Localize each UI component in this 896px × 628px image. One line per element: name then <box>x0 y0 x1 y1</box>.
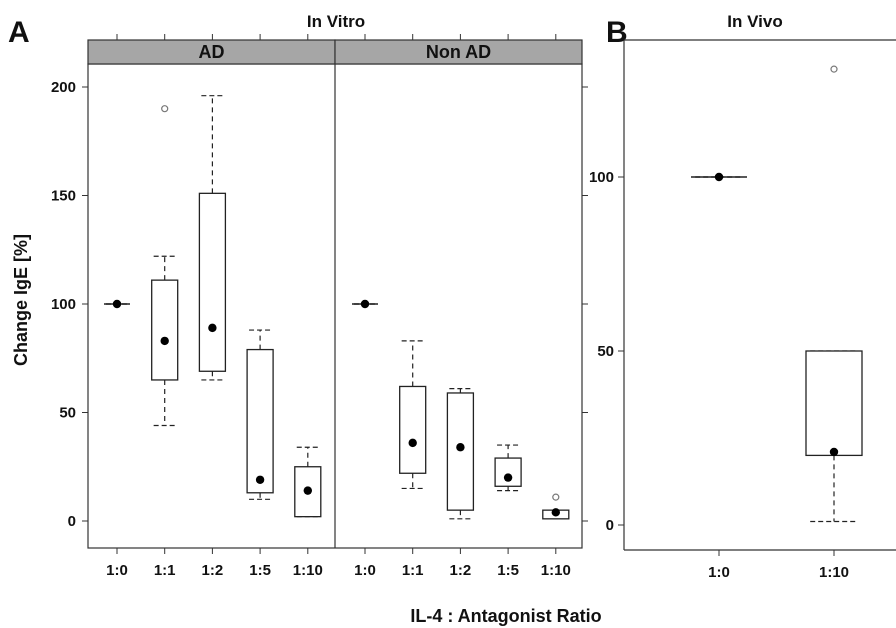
y-tick-label: 200 <box>51 79 76 96</box>
panel-b-letter: B <box>606 16 628 49</box>
y-tick-label: 50 <box>59 405 76 422</box>
in-vivo-box-1-median-point <box>829 447 839 457</box>
x-tick-label: 1:10 <box>819 564 849 581</box>
non-ad-box-3-median-point <box>503 473 513 482</box>
y-tick-label: 100 <box>51 296 76 313</box>
y-tick-label: 0 <box>606 517 614 534</box>
non-ad-box-4-outlier <box>552 493 560 501</box>
non-ad-box-2-median-point <box>456 443 465 452</box>
y-tick-label: 0 <box>68 513 76 530</box>
y-axis-label: Change IgE [%] <box>11 234 31 366</box>
in-vitro-panel: 0 50 100 150 200 AD 1:0 1:1 1:2 1:5 1:10 Non AD 1:0 1… <box>51 34 588 579</box>
non-ad-box-1-box <box>399 385 427 474</box>
x-tick-label: 1:0 <box>708 564 730 581</box>
x-tick-label: 1:10 <box>541 562 571 579</box>
in-vitro-title: In Vitro <box>307 12 365 31</box>
ad-box-4-median-point <box>303 486 312 495</box>
non-ad-box-0-median-point <box>360 299 370 309</box>
facet-label-non-ad: Non AD <box>426 42 491 62</box>
ad-box-1-box <box>151 279 179 381</box>
non-ad-box-3-box <box>494 457 522 487</box>
in-vivo-box-1-box <box>805 350 863 457</box>
x-tick-label: 1:0 <box>354 562 376 579</box>
facet-label-ad: AD <box>199 42 225 62</box>
ad-box-0-median-point <box>112 299 122 309</box>
panel-a-letter: A <box>8 16 30 49</box>
y-tick-label: 100 <box>589 169 614 186</box>
in-vivo-box-0-median-point <box>714 172 724 182</box>
x-tick-label: 1:1 <box>154 562 176 579</box>
x-tick-label: 1:1 <box>402 562 424 579</box>
facet-strip-non-ad <box>334 39 583 65</box>
x-tick-label: 1:10 <box>293 562 323 579</box>
in-vivo-title: In Vivo <box>727 12 782 31</box>
ad-box-1-outlier <box>161 105 169 113</box>
x-axis-label: IL-4 : Antagonist Ratio <box>410 606 601 626</box>
non-ad-box-1-median-point <box>408 438 417 448</box>
ad-box-3-box <box>246 348 274 494</box>
x-tick-label: 1:5 <box>249 562 271 579</box>
x-tick-label: 1:2 <box>202 562 224 579</box>
ad-box-2-box <box>198 192 227 372</box>
y-tick-label: 150 <box>51 188 76 205</box>
in-vivo-box-1-outlier <box>830 65 838 73</box>
ad-box-3-median-point <box>255 475 265 484</box>
x-tick-label: 1:5 <box>497 562 519 579</box>
in-vivo-panel: 0 50 100 1:0 1:10 <box>589 39 896 581</box>
x-tick-label: 1:0 <box>106 562 128 579</box>
y-tick-label: 50 <box>597 343 614 360</box>
non-ad-box-2-box <box>446 392 475 511</box>
ad-box-2-median-point <box>208 323 217 333</box>
non-ad-box-4-median-point <box>551 508 560 517</box>
ad-box-1-median-point <box>160 336 169 346</box>
x-tick-label: 1:2 <box>450 562 472 579</box>
